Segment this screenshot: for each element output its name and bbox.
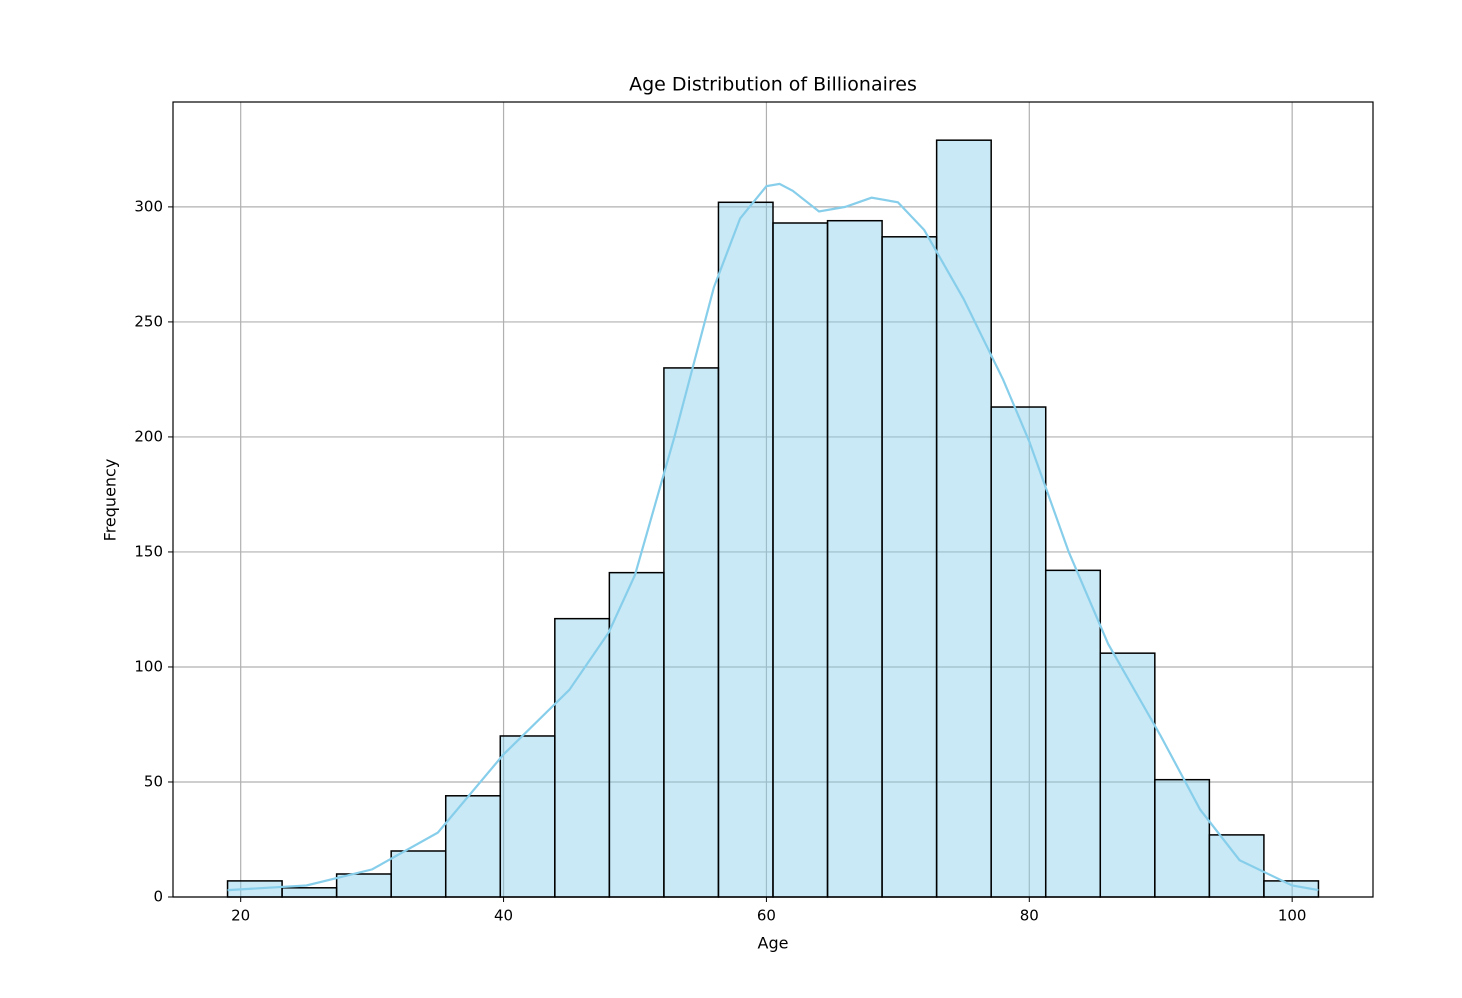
histogram-bar	[1044, 569, 1102, 898]
kde-line	[227, 182, 1319, 892]
y-tick-label: 0	[153, 888, 163, 906]
histogram-bar	[826, 219, 883, 898]
histogram-bar	[608, 571, 665, 898]
x-tick-label: 100	[1278, 907, 1307, 925]
histogram-bar	[881, 236, 938, 898]
histogram-bar	[281, 887, 338, 898]
histogram-bar	[1208, 834, 1265, 898]
y-tick-label: 150	[134, 542, 163, 560]
histogram-bar	[717, 201, 774, 898]
histogram-bar	[499, 735, 556, 898]
histogram-bar	[990, 406, 1047, 898]
y-tick-label: 50	[144, 772, 163, 790]
y-tick-label: 200	[134, 427, 163, 445]
histogram-bar	[554, 617, 611, 898]
y-tick-label: 250	[134, 312, 163, 330]
x-tick-label: 80	[1020, 907, 1039, 925]
histogram-bar	[1099, 652, 1156, 898]
histogram-bar	[390, 850, 447, 898]
y-tick-label: 100	[134, 657, 163, 675]
histogram-bar	[935, 139, 992, 898]
y-axis-label: Frequency	[101, 459, 120, 542]
histogram-bar	[1154, 778, 1211, 898]
x-tick-label: 20	[231, 907, 250, 925]
histogram-bar	[335, 873, 392, 898]
histogram-bar	[444, 795, 502, 898]
x-axis-label: Age	[758, 934, 789, 953]
x-tick-label: 40	[494, 907, 513, 925]
x-tick-label: 60	[757, 907, 776, 925]
chart-title: Age Distribution of Billionaires	[629, 74, 917, 96]
plot-frame	[172, 101, 1374, 898]
y-tick-label: 300	[134, 197, 163, 215]
histogram-bar	[772, 222, 829, 898]
